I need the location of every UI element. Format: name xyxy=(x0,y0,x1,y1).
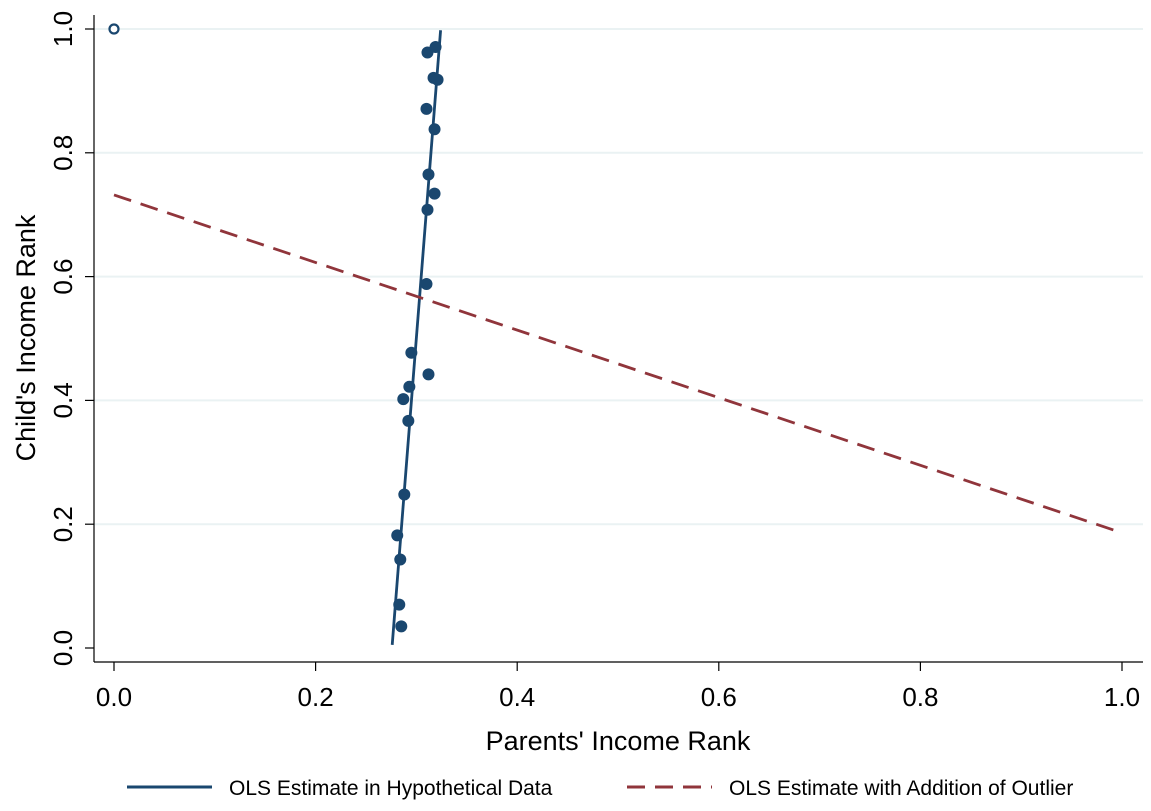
y-tick-label-5: 1.0 xyxy=(48,11,78,47)
legend: OLS Estimate in Hypothetical Data OLS Es… xyxy=(127,777,1073,800)
scatter-points xyxy=(108,23,444,633)
x-tick-label-0: 0.0 xyxy=(96,682,132,712)
axes-layer xyxy=(93,15,1143,663)
data-point-13 xyxy=(397,393,410,406)
data-point-19 xyxy=(395,620,408,633)
data-point-3 xyxy=(431,73,444,86)
x-tick-label-1: 0.2 xyxy=(298,682,334,712)
data-point-16 xyxy=(391,529,404,542)
y-tick-label-4: 0.8 xyxy=(48,135,78,171)
data-point-14 xyxy=(402,414,415,427)
y-tick-label-1: 0.2 xyxy=(48,506,78,542)
x-tick-label-2: 0.4 xyxy=(499,682,535,712)
data-point-5 xyxy=(428,123,441,136)
regression-line-outlier xyxy=(113,193,1123,535)
data-point-4 xyxy=(420,102,433,115)
data-point-17 xyxy=(394,553,407,566)
y-tick-label-2: 0.4 xyxy=(48,382,78,418)
ticks-layer: 0.0 0.2 0.4 0.6 0.8 1.0 0.0 0.2 0.4 0.6 0.8 1.0 xyxy=(48,11,1140,712)
regression-line-hypothetical xyxy=(390,30,442,646)
outlier-point xyxy=(108,23,120,35)
data-point-11 xyxy=(422,368,435,381)
regression-lines xyxy=(113,30,1123,646)
x-tick-label-5: 1.0 xyxy=(1104,682,1140,712)
data-point-15 xyxy=(398,488,411,501)
y-tick-label-3: 0.6 xyxy=(48,259,78,295)
data-point-8 xyxy=(421,203,434,216)
y-axis-title: Child's Income Rank xyxy=(11,214,41,461)
x-tick-label-4: 0.8 xyxy=(902,682,938,712)
legend-label-solid: OLS Estimate in Hypothetical Data xyxy=(229,777,553,800)
data-point-10 xyxy=(405,346,418,359)
data-point-9 xyxy=(420,278,433,291)
data-point-6 xyxy=(422,168,435,181)
x-tick-label-3: 0.6 xyxy=(701,682,737,712)
data-point-12 xyxy=(403,380,416,393)
y-tick-label-0: 0.0 xyxy=(48,630,78,666)
data-point-7 xyxy=(428,187,441,200)
grid-layer xyxy=(94,28,1143,526)
data-point-18 xyxy=(393,598,406,611)
legend-label-dashed: OLS Estimate with Addition of Outlier xyxy=(729,777,1073,800)
data-point-1 xyxy=(429,40,442,53)
x-axis-title: Parents' Income Rank xyxy=(486,726,751,756)
